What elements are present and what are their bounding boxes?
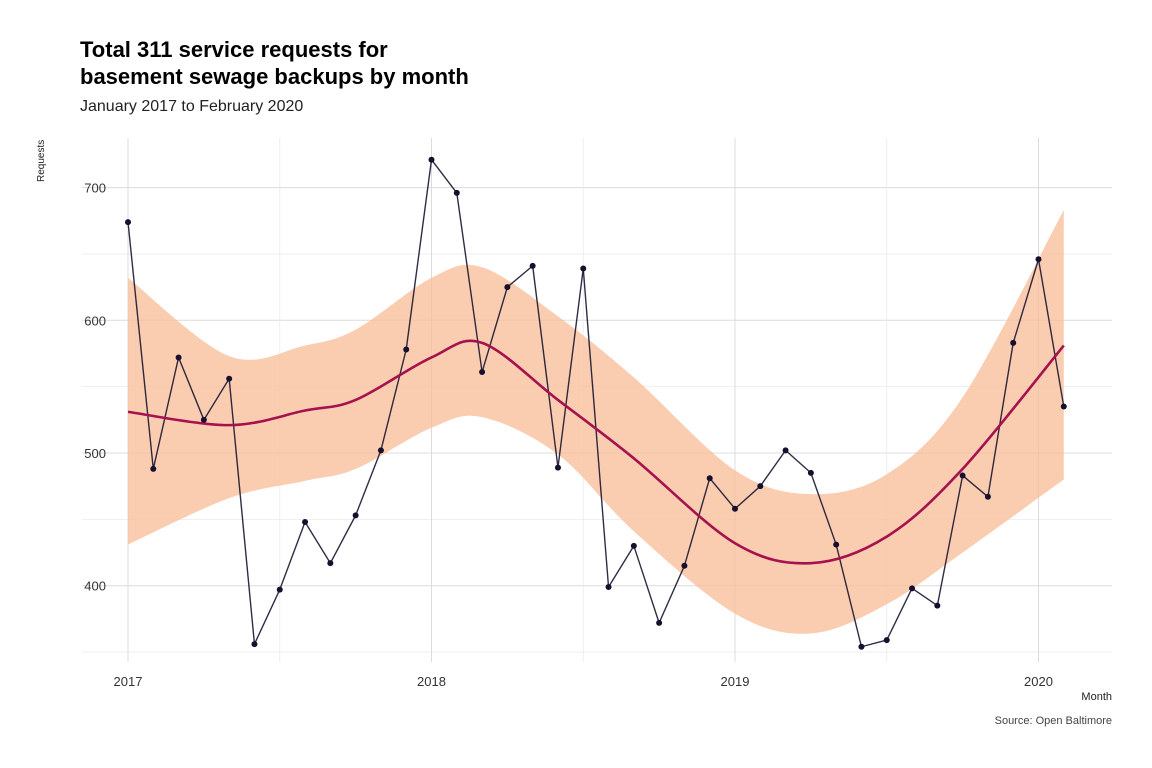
data-point (706, 475, 713, 482)
series-line-segment (962, 475, 989, 498)
y-tick-label: 700 (84, 181, 106, 196)
data-point (226, 375, 233, 382)
data-point (630, 542, 637, 549)
series-line-segment (253, 589, 281, 645)
series-line-segment (1037, 259, 1065, 407)
chart-title-line-1: Total 311 service requests for (80, 37, 388, 62)
data-point (858, 643, 865, 650)
series-line-segment (607, 545, 635, 588)
data-point (934, 602, 941, 609)
series-line-segment (1012, 259, 1040, 344)
series-line-segment (228, 378, 256, 645)
data-point (327, 560, 334, 567)
data-point (554, 464, 561, 471)
series-line-segment (835, 544, 863, 647)
data-point (883, 637, 890, 644)
data-point (377, 447, 384, 454)
data-point (959, 472, 966, 479)
x-tick-label: 2020 (1024, 674, 1053, 689)
data-point (656, 619, 663, 626)
series-line-segment (759, 449, 787, 487)
y-tick-label: 400 (84, 579, 106, 594)
series-line-segment (203, 378, 230, 421)
series-line-segment (405, 159, 433, 350)
series-line-segment (886, 588, 913, 641)
series-line-segment (177, 357, 205, 421)
series-line-segment (531, 265, 559, 468)
data-point (479, 369, 486, 376)
series-line-segment (430, 159, 458, 194)
y-tick-label: 500 (84, 446, 106, 461)
data-point (782, 447, 789, 454)
series-line-segment (557, 268, 584, 468)
series-line-segment (987, 342, 1014, 497)
data-point (1035, 256, 1042, 263)
series-line-segment (329, 515, 357, 564)
series-line-segment (734, 485, 761, 510)
source-caption: Source: Open Baltimore (994, 715, 1112, 727)
chart-title: Total 311 service requests for basement … (80, 36, 469, 90)
data-point (681, 562, 688, 569)
data-point (302, 519, 309, 526)
data-point (757, 483, 764, 490)
data-point (175, 354, 182, 361)
x-tick-label: 2018 (417, 674, 446, 689)
series-line-segment (658, 565, 686, 624)
data-point (909, 585, 916, 592)
series-line-segment (354, 450, 382, 516)
series-line-segment (861, 639, 887, 648)
series-line-segment (506, 265, 534, 288)
series-line-segment (304, 521, 331, 564)
data-point (251, 641, 258, 648)
series-line-segment (279, 521, 306, 590)
data-point (504, 284, 511, 291)
series-line-segment (380, 349, 407, 451)
data-point (453, 189, 460, 196)
series-line-segment (683, 478, 711, 566)
series-line-segment (911, 587, 938, 607)
chart-subtitle: January 2017 to February 2020 (80, 98, 304, 115)
series-line-segment (127, 222, 154, 469)
data-point (200, 416, 207, 423)
trend-line (127, 339, 1065, 565)
data-point (984, 493, 991, 500)
data-point (1010, 339, 1017, 346)
data-point (807, 469, 814, 476)
y-tick-label: 600 (84, 313, 106, 328)
series-line-segment (481, 286, 509, 373)
data-point (352, 512, 359, 519)
data-point (529, 262, 536, 269)
data-point (428, 156, 435, 163)
series-line-segment (633, 545, 660, 624)
data-point (833, 541, 840, 548)
data-point (605, 584, 612, 591)
x-tick-label: 2017 (114, 674, 143, 689)
data-point (732, 505, 738, 512)
x-axis-label: Month (1081, 691, 1112, 703)
chart-title-line-2: basement sewage backups by month (80, 64, 469, 89)
data-point (1060, 403, 1067, 410)
data-point (403, 346, 410, 353)
series-line-segment (936, 475, 964, 606)
series-line-segment (709, 477, 736, 510)
series-line-segment (810, 472, 837, 545)
data-point (125, 219, 131, 226)
data-point (150, 465, 157, 472)
data-point (580, 265, 587, 272)
x-tick-label: 2019 (721, 674, 750, 689)
series-line-segment (152, 357, 180, 470)
series-line-segment (785, 449, 812, 474)
data-point (276, 586, 283, 593)
